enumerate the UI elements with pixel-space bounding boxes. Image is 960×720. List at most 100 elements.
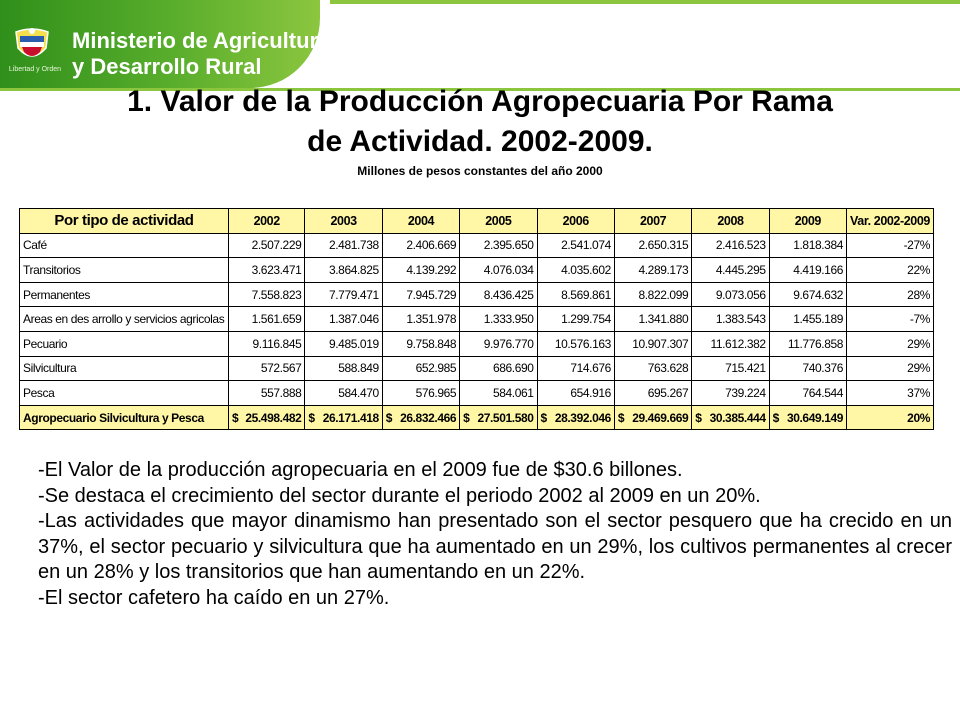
header-divider bbox=[0, 88, 960, 91]
currency-symbol: $ bbox=[231, 410, 239, 425]
table-cell: 2.507.229 bbox=[227, 232, 306, 259]
total-cell: $26.832.466 bbox=[381, 404, 461, 431]
ministry-logo-panel: Libertad y Orden Ministerio de Agricultu… bbox=[0, 0, 330, 88]
currency-symbol: $ bbox=[617, 410, 625, 425]
bullet-text: -El Valor de la producción agropecuaria … bbox=[38, 459, 683, 481]
total-cell: $26.171.418 bbox=[304, 404, 383, 431]
table-cell: 11.612.382 bbox=[691, 330, 770, 357]
table-cell: 576.965 bbox=[381, 380, 461, 406]
row-label: Café bbox=[19, 232, 229, 259]
header-top-divider bbox=[330, 0, 960, 4]
table-cell: 686.690 bbox=[459, 355, 538, 382]
table-cell: 1.299.754 bbox=[536, 306, 615, 332]
total-cell: $30.649.149 bbox=[768, 404, 848, 431]
table-cell: 2.481.738 bbox=[304, 232, 383, 259]
table-cell: 1.351.978 bbox=[381, 306, 461, 332]
table-cell: -27% bbox=[846, 232, 934, 259]
total-var: 20% bbox=[846, 404, 934, 431]
table-row: Silvicultura 572.567 588.849 652.985 686.690… bbox=[19, 355, 934, 382]
table-cell: 4.289.173 bbox=[613, 257, 693, 283]
bullet-text: -El sector cafetero ha caído en un 27%. bbox=[38, 586, 390, 609]
table-header-row: Por tipo de actividad 2002 2003 2004 200… bbox=[19, 208, 934, 234]
col-header: 2006 bbox=[536, 208, 615, 234]
table-cell: 4.076.034 bbox=[459, 257, 538, 283]
table-cell: 4.419.166 bbox=[768, 257, 848, 283]
total-value: 27.501.580 bbox=[477, 410, 534, 425]
table-cell: 1.333.950 bbox=[459, 306, 538, 332]
shield-caption: Libertad y Orden bbox=[8, 66, 62, 73]
table-cell: 739.224 bbox=[691, 380, 770, 406]
table-cell: 584.470 bbox=[304, 380, 383, 406]
table-cell: 695.267 bbox=[613, 380, 693, 406]
total-value: 30.649.149 bbox=[786, 410, 844, 425]
total-value: 25.498.482 bbox=[245, 410, 302, 425]
table-cell: 8.436.425 bbox=[459, 281, 538, 308]
table-cell: 2.416.523 bbox=[691, 232, 770, 259]
bullet-text: -Se destaca el crecimiento del sector du… bbox=[38, 484, 761, 507]
table-cell: 10.907.307 bbox=[613, 330, 693, 357]
table-cell: 7.945.729 bbox=[381, 281, 461, 308]
total-value: 28.392.046 bbox=[554, 410, 611, 425]
currency-symbol: $ bbox=[772, 410, 780, 425]
total-value: 29.469.669 bbox=[632, 410, 689, 425]
col-header: Por tipo de actividad bbox=[19, 208, 229, 234]
table-cell: 652.985 bbox=[381, 355, 461, 382]
table-cell: 1.341.880 bbox=[613, 306, 693, 332]
table-cell: 654.916 bbox=[536, 380, 615, 406]
bullet-text: -Las actividades que mayor dinamismo han… bbox=[38, 510, 952, 583]
table-row: Permanentes 7.558.823 7.779.471 7.945.729 8.… bbox=[19, 281, 934, 308]
table-cell: 1.455.189 bbox=[768, 306, 848, 332]
row-label: Pesca bbox=[19, 380, 229, 406]
table-cell: 37% bbox=[846, 380, 934, 406]
table-cell: 29% bbox=[846, 330, 934, 357]
table-cell: 1.383.543 bbox=[691, 306, 770, 332]
total-cell: $29.469.669 bbox=[613, 404, 693, 431]
total-cell: $27.501.580 bbox=[459, 404, 538, 431]
currency-symbol: $ bbox=[308, 410, 315, 425]
row-label: Silvicultura bbox=[19, 355, 229, 382]
table-cell: 9.073.056 bbox=[691, 281, 770, 308]
title-line-1: 1. Valor de la Producción Agropecuaria P… bbox=[127, 85, 833, 118]
title-line-2: de Actividad. 2002-2009. bbox=[307, 125, 653, 158]
table-cell: 763.628 bbox=[613, 355, 693, 382]
table-cell: 572.567 bbox=[227, 355, 306, 382]
total-row: Agropecuario Silvicultura y Pesca $25.498… bbox=[19, 404, 934, 431]
total-cell: $30.385.444 bbox=[691, 404, 770, 431]
table-cell: 588.849 bbox=[304, 355, 383, 382]
table-cell: 4.139.292 bbox=[381, 257, 461, 283]
table-cell: -7% bbox=[846, 306, 934, 332]
col-header: 2005 bbox=[459, 208, 538, 234]
table-row: Café 2.507.229 2.481.738 2.406.669 2.395.650… bbox=[19, 232, 934, 259]
row-label: Areas en des arrollo y servicios agricol… bbox=[19, 306, 229, 332]
table-cell: 2.395.650 bbox=[459, 232, 538, 259]
table-cell: 2.541.074 bbox=[536, 232, 615, 259]
row-label: Permanentes bbox=[19, 281, 229, 308]
table-cell: 28% bbox=[846, 281, 934, 308]
header-band: Libertad y Orden Ministerio de Agricultu… bbox=[0, 0, 960, 95]
ministry-line-1: Ministerio de Agricultura bbox=[72, 28, 331, 53]
table-row: Pecuario 9.116.845 9.485.019 9.758.848 9.976… bbox=[19, 330, 934, 357]
table-cell: 764.544 bbox=[768, 380, 848, 406]
table-cell: 4.445.295 bbox=[691, 257, 770, 283]
table-cell: 2.406.669 bbox=[381, 232, 461, 259]
table-cell: 4.035.602 bbox=[536, 257, 615, 283]
summary-bullets: -El Valor de la producción agropecuaria … bbox=[38, 458, 952, 611]
currency-symbol: $ bbox=[385, 410, 393, 425]
table-cell: 740.376 bbox=[768, 355, 848, 382]
col-header: 2004 bbox=[381, 208, 461, 234]
table-cell: 9.976.770 bbox=[459, 330, 538, 357]
total-cell: $25.498.482 bbox=[227, 404, 306, 431]
table-cell: 584.061 bbox=[459, 380, 538, 406]
col-header: Var. 2002-2009 bbox=[846, 208, 934, 234]
total-value: 26.832.466 bbox=[400, 410, 457, 425]
currency-symbol: $ bbox=[540, 410, 548, 425]
table-cell: 9.758.848 bbox=[381, 330, 461, 357]
table-cell: 2.650.315 bbox=[613, 232, 693, 259]
table-cell: 7.779.471 bbox=[304, 281, 383, 308]
currency-symbol: $ bbox=[695, 410, 702, 425]
col-header: 2002 bbox=[227, 208, 306, 234]
table-cell: 715.421 bbox=[691, 355, 770, 382]
table-cell: 9.116.845 bbox=[227, 330, 306, 357]
table-cell: 3.864.825 bbox=[304, 257, 383, 283]
total-value: 30.385.444 bbox=[709, 410, 766, 425]
